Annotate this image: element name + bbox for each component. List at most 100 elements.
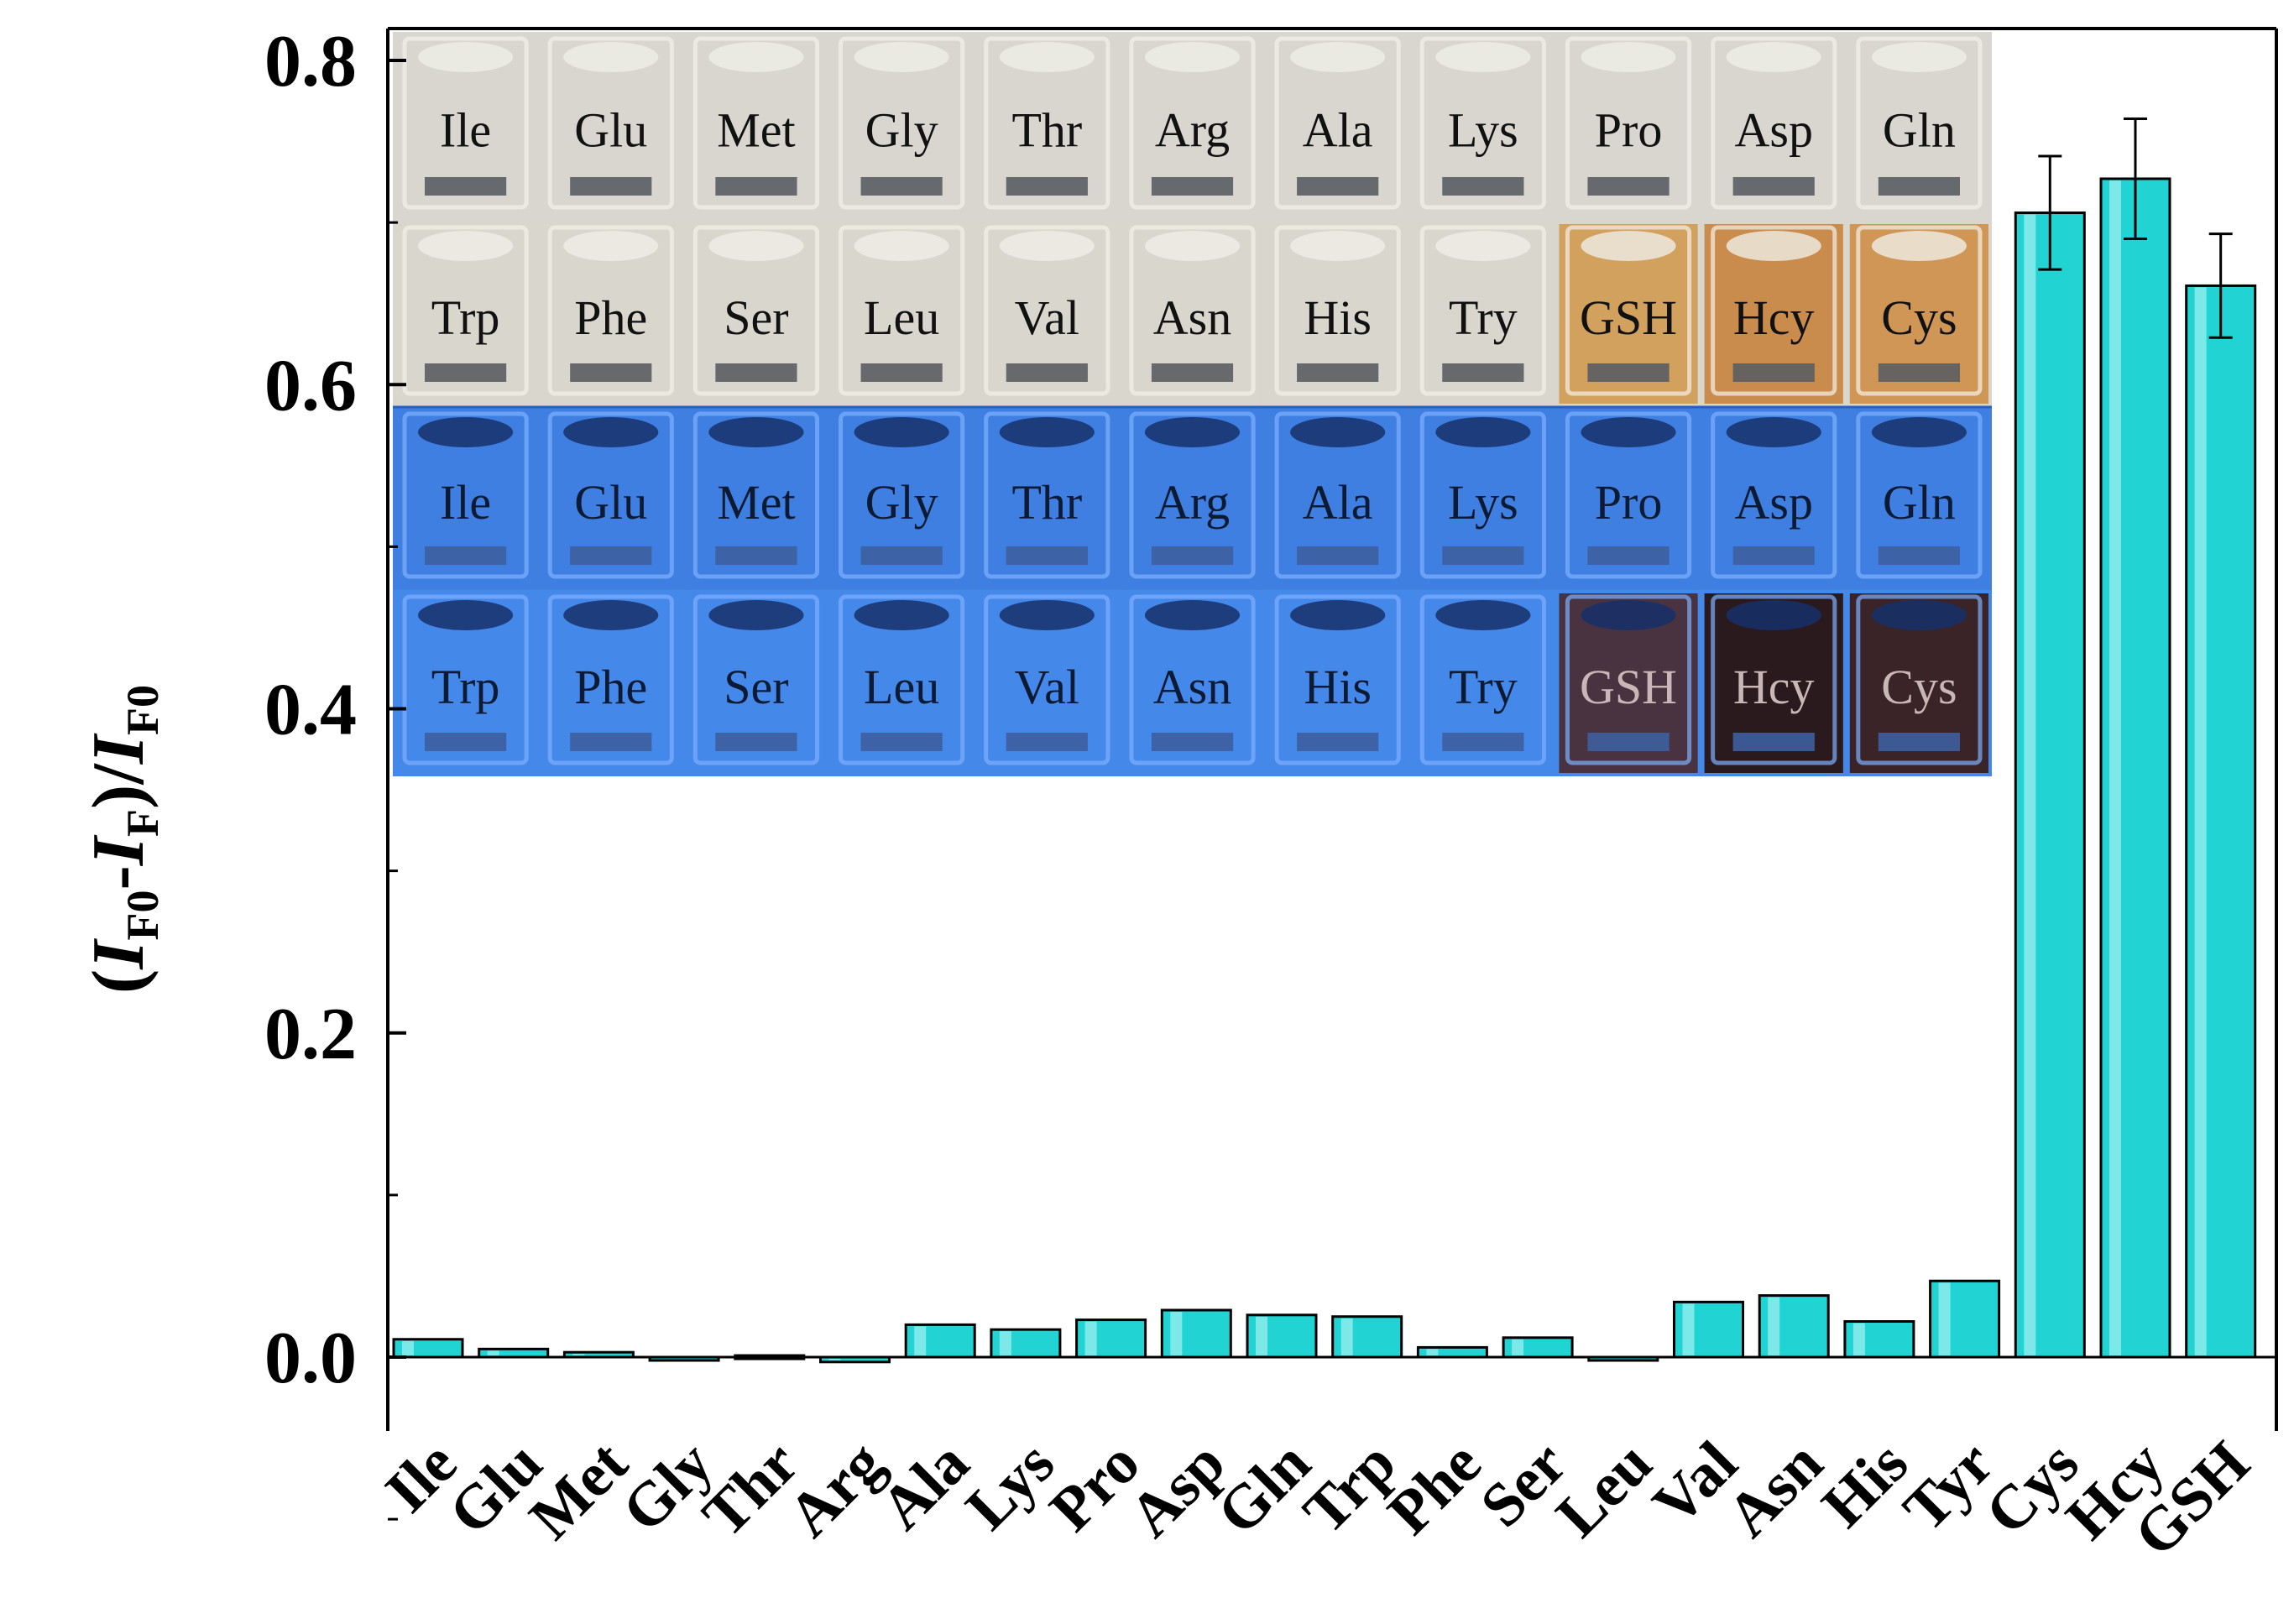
vial-meniscus: [1290, 231, 1386, 261]
vial-outline: [692, 36, 820, 210]
bar-highlight: [2109, 180, 2121, 1356]
vial-label-his: His: [1304, 660, 1372, 714]
y-axis-title: (IF0-IF)/IF0: [78, 685, 168, 994]
vial-meniscus: [1290, 600, 1386, 630]
vial: Try: [1414, 224, 1553, 404]
vial-base-bar: [1151, 363, 1234, 382]
vial-meniscus: [1871, 231, 1967, 261]
vial-base-bar: [1006, 177, 1088, 196]
vial: Lys: [1414, 410, 1553, 587]
vial-outline: [1274, 36, 1401, 210]
vial-meniscus: [708, 417, 804, 447]
bar-highlight: [828, 1359, 841, 1360]
vial-meniscus: [1290, 42, 1386, 72]
vial-label-arg: Arg: [1155, 103, 1230, 158]
vial-outline: [1419, 225, 1546, 396]
vial-base-bar: [425, 546, 507, 565]
vial-outline: [1129, 411, 1256, 579]
vial-outline: [547, 411, 674, 579]
vial-label-arg: Arg: [1155, 475, 1230, 530]
vial-outline: [1856, 594, 1983, 765]
vial-outline: [1565, 225, 1692, 396]
vial: Thr: [977, 35, 1116, 217]
y-tick-label: 0.0: [264, 1318, 357, 1399]
vial-meniscus: [417, 600, 514, 630]
vial-base-bar: [1587, 363, 1670, 382]
vial-base-bar: [715, 733, 797, 751]
vial-meniscus: [417, 42, 514, 72]
vial: His: [1268, 224, 1408, 404]
vial: Try: [1414, 593, 1553, 773]
vial-base-bar: [570, 546, 652, 565]
vial-outline: [984, 411, 1110, 579]
vial-label-ser: Ser: [724, 290, 788, 345]
vial-outline: [1129, 225, 1256, 396]
vial-base-bar: [1878, 363, 1960, 382]
vial-outline: [1419, 36, 1546, 210]
vial-meniscus: [417, 231, 514, 261]
vial-outline: [1856, 411, 1983, 579]
vial-label-glu: Glu: [574, 475, 647, 530]
bars: [392, 117, 2257, 1364]
bar-highlight: [572, 1354, 585, 1355]
vial-meniscus: [999, 42, 1095, 72]
vial-outline: [1129, 594, 1256, 765]
vial: GSH: [1559, 593, 1698, 773]
bar-highlight: [1340, 1318, 1353, 1355]
vial-label-asn: Asn: [1153, 660, 1231, 714]
vial-label-phe: Phe: [574, 290, 647, 345]
vial: Trp: [396, 593, 536, 773]
bar-highlight: [487, 1350, 499, 1355]
vial-outline: [692, 225, 820, 396]
vial-outline: [1711, 225, 1837, 396]
vial-meniscus: [1726, 417, 1821, 447]
vial-base-bar: [860, 363, 943, 382]
vial-base-bar: [860, 733, 943, 751]
vial-meniscus: [854, 600, 949, 630]
vial-base-bar: [860, 546, 943, 565]
vial-outline: [1856, 36, 1983, 210]
vial-meniscus: [854, 231, 949, 261]
vial: Met: [687, 410, 826, 587]
bar-highlight: [1170, 1311, 1183, 1355]
vial-label-trp: Trp: [431, 660, 500, 714]
vial-label-ile: Ile: [440, 475, 491, 530]
vial-meniscus: [708, 42, 804, 72]
vial-outline: [402, 36, 529, 210]
vial-base-bar: [1878, 733, 1960, 751]
vial-outline: [1274, 594, 1401, 765]
vial-base-bar: [425, 363, 507, 382]
vial-label-leu: Leu: [864, 290, 939, 345]
vial: Pro: [1559, 410, 1698, 587]
vial-label-ala: Ala: [1303, 103, 1373, 158]
vial-base-bar: [1151, 546, 1234, 565]
vial-label-pro: Pro: [1595, 475, 1663, 530]
bar-highlight: [1852, 1323, 1865, 1355]
vial-meniscus: [1144, 600, 1241, 630]
y-tick-label: 0.2: [264, 994, 357, 1075]
vial-outline: [1274, 225, 1401, 396]
vial-base-bar: [1878, 546, 1960, 565]
vial-label-try: Try: [1449, 290, 1518, 345]
vial-base-bar: [860, 177, 943, 196]
vial-label-asp: Asp: [1734, 103, 1812, 158]
vial-label-gly: Gly: [865, 475, 938, 530]
vial-base-bar: [1732, 733, 1815, 751]
vial-outline: [1856, 225, 1983, 396]
vial-outline: [1565, 36, 1692, 210]
vial-label-asp: Asp: [1734, 475, 1812, 530]
vial: Ser: [687, 593, 826, 773]
bar-highlight: [2194, 287, 2207, 1356]
vial: Asn: [1122, 224, 1262, 404]
vial: Gln: [1849, 410, 1988, 587]
vial: Cys: [1849, 224, 1988, 404]
bar-highlight: [999, 1331, 1011, 1355]
vial-meniscus: [1871, 42, 1967, 72]
vial: Met: [687, 35, 826, 217]
vial-meniscus: [1726, 600, 1821, 630]
bar-highlight: [914, 1326, 927, 1355]
vial-label-glu: Glu: [574, 103, 647, 158]
vial-meniscus: [1290, 417, 1386, 447]
vial-meniscus: [708, 600, 804, 630]
vial-outline: [1274, 411, 1401, 579]
